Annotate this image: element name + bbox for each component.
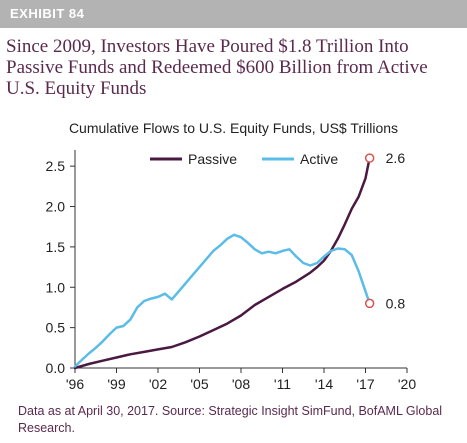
y-tick-label: 2.0 xyxy=(46,199,66,215)
headline: Since 2009, Investors Have Poured $1.8 T… xyxy=(6,36,428,99)
y-tick-label: 1.0 xyxy=(46,279,66,295)
legend-label-active: Active xyxy=(300,151,338,167)
series-line-passive xyxy=(73,156,371,370)
x-tick-label: '11 xyxy=(274,376,291,392)
endpoint-marker-passive xyxy=(364,153,375,163)
x-tick-label: '20 xyxy=(398,376,416,392)
legend-label-passive: Passive xyxy=(188,151,237,167)
endpoint-label-passive: 2.6 xyxy=(386,150,406,166)
x-tick-label: '14 xyxy=(315,376,333,392)
line-chart: 0.0 0.5 1.0 1.5 2.0 2.5 '96 '99 '02 '05 '08 '11 '14 '… xyxy=(46,150,416,392)
exhibit-banner: EXHIBIT 84 xyxy=(0,0,467,28)
y-tick-label: 0.0 xyxy=(46,360,66,376)
chart-title: Cumulative Flows to U.S. Equity Funds, U… xyxy=(68,120,399,136)
endpoint-marker-active xyxy=(364,298,375,309)
exhibit-label: EXHIBIT 84 xyxy=(10,6,85,21)
x-tick-label: '08 xyxy=(232,376,250,392)
series-line-active xyxy=(73,233,371,368)
x-tick-label: '05 xyxy=(190,376,208,392)
y-tick-label: 0.5 xyxy=(46,320,66,336)
y-tick-label: 1.5 xyxy=(46,239,66,255)
endpoint-label-active: 0.8 xyxy=(386,295,406,311)
x-tick-label: '99 xyxy=(107,376,125,392)
y-tick-label: 2.5 xyxy=(46,158,66,174)
x-tick-label: '96 xyxy=(66,376,84,392)
source-note: Data as at April 30, 2017. Source: Strat… xyxy=(18,404,443,435)
x-tick-label: '17 xyxy=(356,376,374,392)
x-tick-label: '02 xyxy=(149,376,167,392)
